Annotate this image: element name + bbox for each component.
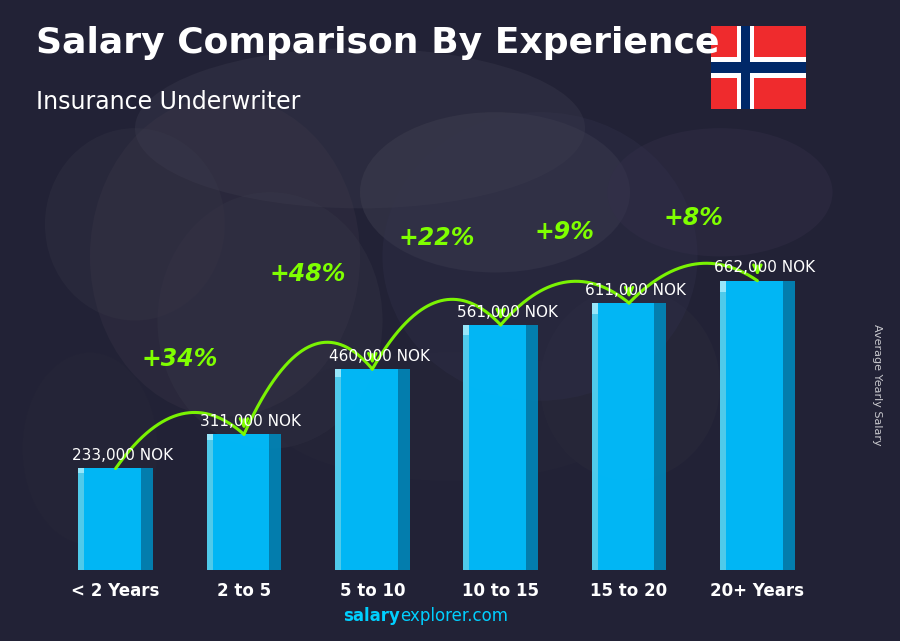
Ellipse shape — [360, 112, 630, 272]
Ellipse shape — [22, 353, 158, 545]
Ellipse shape — [540, 288, 720, 481]
Ellipse shape — [135, 48, 585, 208]
Text: +34%: +34% — [141, 347, 218, 371]
Bar — [598, 303, 654, 570]
Text: +8%: +8% — [663, 206, 724, 230]
Text: 233,000 NOK: 233,000 NOK — [72, 448, 173, 463]
Bar — [335, 369, 341, 377]
Bar — [654, 303, 666, 570]
Ellipse shape — [270, 353, 630, 481]
Bar — [470, 325, 526, 570]
Bar — [726, 281, 783, 570]
Text: +48%: +48% — [270, 262, 346, 286]
Bar — [720, 281, 726, 292]
Ellipse shape — [45, 128, 225, 320]
Text: +22%: +22% — [399, 226, 474, 251]
Bar — [141, 469, 153, 570]
Bar — [85, 469, 141, 570]
Bar — [464, 325, 470, 570]
Text: 561,000 NOK: 561,000 NOK — [457, 304, 558, 320]
Text: 311,000 NOK: 311,000 NOK — [201, 414, 302, 429]
Text: Salary Comparison By Experience: Salary Comparison By Experience — [36, 26, 719, 60]
Bar — [592, 303, 598, 313]
Bar — [783, 281, 795, 570]
Text: salary: salary — [344, 607, 400, 625]
Bar — [207, 435, 212, 570]
Bar — [711, 62, 806, 72]
Bar — [720, 281, 726, 570]
Bar — [78, 469, 85, 570]
Bar — [207, 435, 212, 440]
Text: 662,000 NOK: 662,000 NOK — [714, 260, 814, 276]
Bar — [592, 303, 598, 570]
FancyBboxPatch shape — [709, 23, 807, 112]
Bar — [737, 26, 754, 109]
Text: 460,000 NOK: 460,000 NOK — [328, 349, 429, 364]
Bar — [741, 26, 750, 109]
Text: Insurance Underwriter: Insurance Underwriter — [36, 90, 301, 113]
Bar — [335, 369, 341, 570]
Text: +9%: +9% — [535, 220, 595, 244]
Bar — [78, 469, 85, 472]
Ellipse shape — [158, 192, 382, 449]
Ellipse shape — [608, 128, 832, 256]
Ellipse shape — [90, 96, 360, 417]
Bar — [341, 369, 398, 570]
Text: Average Yearly Salary: Average Yearly Salary — [872, 324, 883, 445]
Text: explorer.com: explorer.com — [400, 607, 508, 625]
Bar — [398, 369, 410, 570]
Bar — [526, 325, 538, 570]
Text: 611,000 NOK: 611,000 NOK — [585, 283, 687, 298]
Ellipse shape — [382, 112, 698, 401]
Bar — [711, 57, 806, 78]
Bar — [212, 435, 269, 570]
Bar — [464, 325, 470, 335]
Bar — [269, 435, 281, 570]
